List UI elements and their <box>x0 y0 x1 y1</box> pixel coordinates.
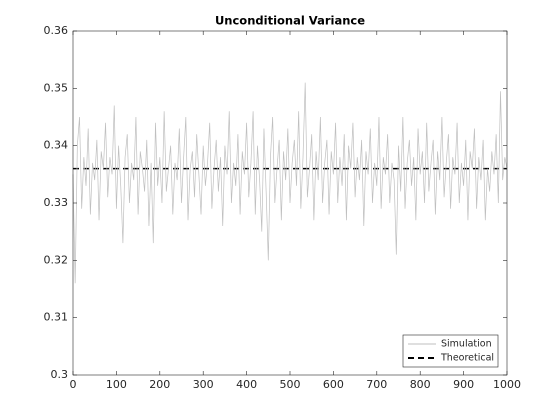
x-tick-label: 1000 <box>493 378 521 391</box>
x-tick-label: 500 <box>280 378 301 391</box>
y-tick-label: 0.31 <box>44 311 69 324</box>
y-tick-label: 0.36 <box>44 24 69 37</box>
x-tick-label: 800 <box>410 378 431 391</box>
legend-label: Theoretical <box>440 353 494 364</box>
legend-box <box>402 334 499 368</box>
x-tick-label: 300 <box>193 378 214 391</box>
legend-label: Simulation <box>441 339 492 350</box>
y-tick-label: 0.34 <box>44 139 69 152</box>
y-tick-label: 0.33 <box>44 196 69 209</box>
y-tick-label: 0.3 <box>51 368 69 381</box>
y-tick-label: 0.35 <box>44 81 69 94</box>
series-line <box>72 82 508 284</box>
chart-title: Unconditional Variance <box>215 14 365 28</box>
y-tick-label: 0.32 <box>44 253 69 266</box>
x-tick-label: 700 <box>366 378 387 391</box>
x-tick-label: 100 <box>106 378 127 391</box>
x-tick-label: 900 <box>453 378 474 391</box>
x-tick-label: 400 <box>236 378 257 391</box>
plot-layer <box>72 82 508 284</box>
x-tick-label: 0 <box>70 378 77 391</box>
x-tick-label: 200 <box>149 378 170 391</box>
x-tick-label: 600 <box>323 378 344 391</box>
